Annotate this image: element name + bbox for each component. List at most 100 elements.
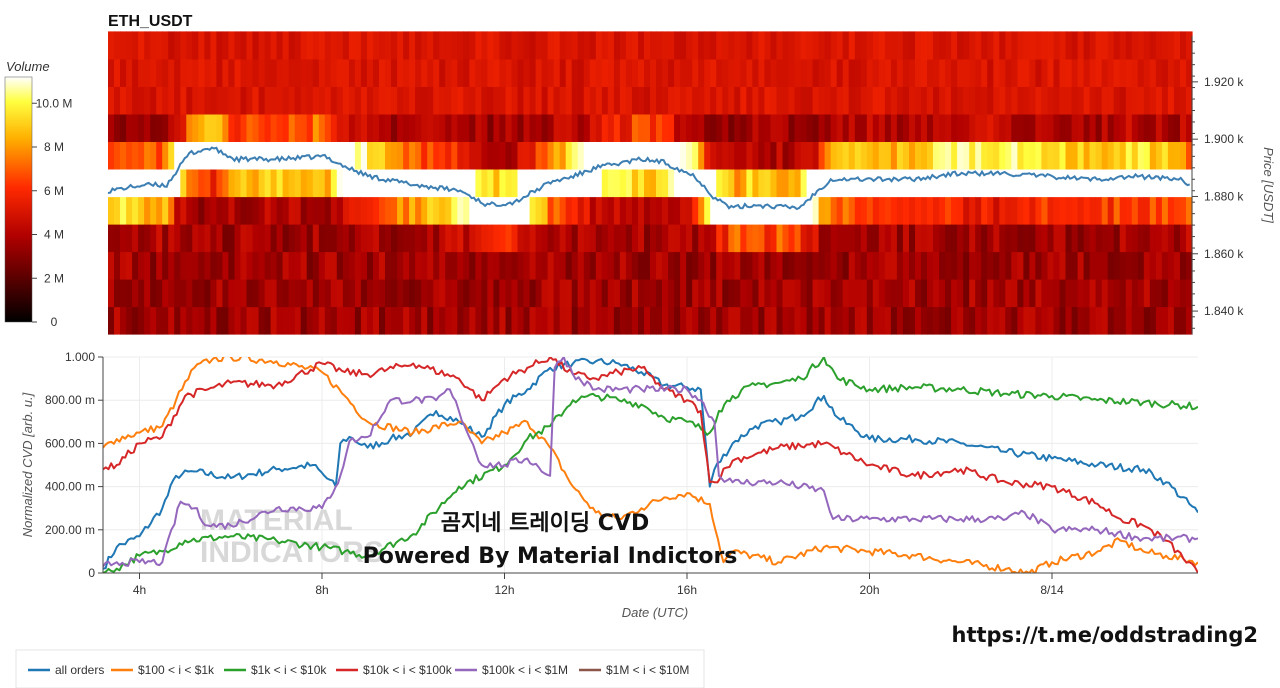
heatmap-cell xyxy=(1186,86,1193,115)
heatmap-cell xyxy=(342,306,350,335)
heatmap-cell xyxy=(975,224,982,253)
heatmap-cell xyxy=(499,224,506,253)
heatmap-cell xyxy=(999,58,1006,87)
heatmap-cell xyxy=(240,86,248,115)
heatmap-cell xyxy=(1186,141,1193,170)
heatmap-cell xyxy=(493,306,500,335)
heatmap-cell xyxy=(830,279,838,308)
heatmap-cell xyxy=(114,224,121,253)
heatmap-cell xyxy=(186,141,193,170)
heatmap-cell xyxy=(108,86,115,115)
heatmap-cell xyxy=(499,306,506,335)
heatmap-cell xyxy=(168,31,175,60)
heatmap-cell xyxy=(451,251,458,280)
heatmap-cell xyxy=(1143,169,1151,198)
heatmap-cell xyxy=(385,224,392,253)
heatmap-cell xyxy=(234,141,242,170)
heatmap-cell xyxy=(433,224,440,253)
heatmap-cell xyxy=(680,113,687,142)
heatmap-cell xyxy=(812,196,820,225)
heatmap-cell xyxy=(1089,141,1097,170)
heatmap-cell xyxy=(192,306,199,335)
heatmap-cell xyxy=(385,251,392,280)
heatmap-cell xyxy=(439,58,446,87)
heatmap-cell xyxy=(541,58,549,87)
heatmap-cell xyxy=(252,251,260,280)
heatmap-cell xyxy=(312,306,320,335)
heatmap-cell xyxy=(758,86,765,115)
heatmap-cell xyxy=(168,141,175,170)
heatmap-cell xyxy=(842,279,850,308)
heatmap-cell xyxy=(1131,141,1139,170)
heatmap-cell xyxy=(270,224,278,253)
heatmap-cell xyxy=(860,169,868,198)
heatmap-cell xyxy=(746,306,753,335)
heatmap-cell xyxy=(264,169,272,198)
heatmap-cell xyxy=(198,141,205,170)
heatmap-cell xyxy=(860,251,868,280)
heatmap-cell xyxy=(915,196,922,225)
heatmap-cell xyxy=(981,251,988,280)
heatmap-cell xyxy=(1029,224,1036,253)
heatmap-cell xyxy=(854,224,862,253)
heatmap-cell xyxy=(565,169,573,198)
heatmap-cell xyxy=(1137,251,1145,280)
heatmap-cell xyxy=(927,141,934,170)
heatmap-cell xyxy=(583,113,591,142)
heatmap-cell xyxy=(324,86,332,115)
heatmap-cell xyxy=(872,141,880,170)
heatmap-cell xyxy=(1047,86,1055,115)
heatmap-cell xyxy=(234,169,242,198)
heatmap-cells xyxy=(108,31,1193,335)
heatmap-cell xyxy=(854,169,862,198)
heatmap-cell xyxy=(758,279,765,308)
heatmap-cell xyxy=(373,251,380,280)
heatmap-cell xyxy=(204,169,211,198)
heatmap-cell xyxy=(933,169,940,198)
heatmap-cell xyxy=(631,113,639,142)
heatmap-cell xyxy=(1029,31,1036,60)
heatmap-cell xyxy=(1186,169,1193,198)
heatmap-cell xyxy=(975,196,982,225)
heatmap-cell xyxy=(487,279,494,308)
heatmap-cell xyxy=(415,58,422,87)
heatmap-cell xyxy=(818,141,826,170)
heatmap-cell xyxy=(1101,306,1109,335)
heatmap-cell xyxy=(1180,306,1187,335)
heatmap-cell xyxy=(523,224,531,253)
heatmap-cell xyxy=(324,196,332,225)
heatmap-cell xyxy=(1083,279,1091,308)
heatmap-cell xyxy=(1125,141,1133,170)
heatmap-cell xyxy=(439,224,446,253)
heatmap-cell xyxy=(758,196,765,225)
heatmap-cell xyxy=(379,113,386,142)
heatmap-cell xyxy=(619,58,627,87)
heatmap-cell xyxy=(294,169,302,198)
heatmap-cell xyxy=(523,31,531,60)
heatmap-cell xyxy=(499,279,506,308)
heatmap-cell xyxy=(1065,58,1073,87)
heatmap-cell xyxy=(638,306,645,335)
heatmap-cell xyxy=(282,169,290,198)
heatmap-cell xyxy=(1071,113,1079,142)
heatmap-cell xyxy=(1155,169,1163,198)
heatmap-cell xyxy=(336,86,344,115)
heatmap-cell xyxy=(132,31,139,60)
heatmap-cell xyxy=(595,86,603,115)
heatmap-cell xyxy=(625,169,633,198)
heatmap-cell xyxy=(866,224,874,253)
heatmap-cell xyxy=(342,196,350,225)
heatmap-cell xyxy=(559,86,567,115)
heatmap-cell xyxy=(668,113,675,142)
heatmap-cell xyxy=(921,224,928,253)
heatmap-cell xyxy=(1186,279,1193,308)
heatmap-cell xyxy=(770,141,777,170)
heatmap-cell xyxy=(583,31,591,60)
heatmap-cell xyxy=(1089,31,1097,60)
heatmap-cell xyxy=(547,306,555,335)
heatmap-cell xyxy=(668,141,675,170)
heatmap-cell xyxy=(138,113,145,142)
heatmap-cell xyxy=(342,86,350,115)
heatmap-cell xyxy=(108,31,115,60)
heatmap-cell xyxy=(993,224,1000,253)
